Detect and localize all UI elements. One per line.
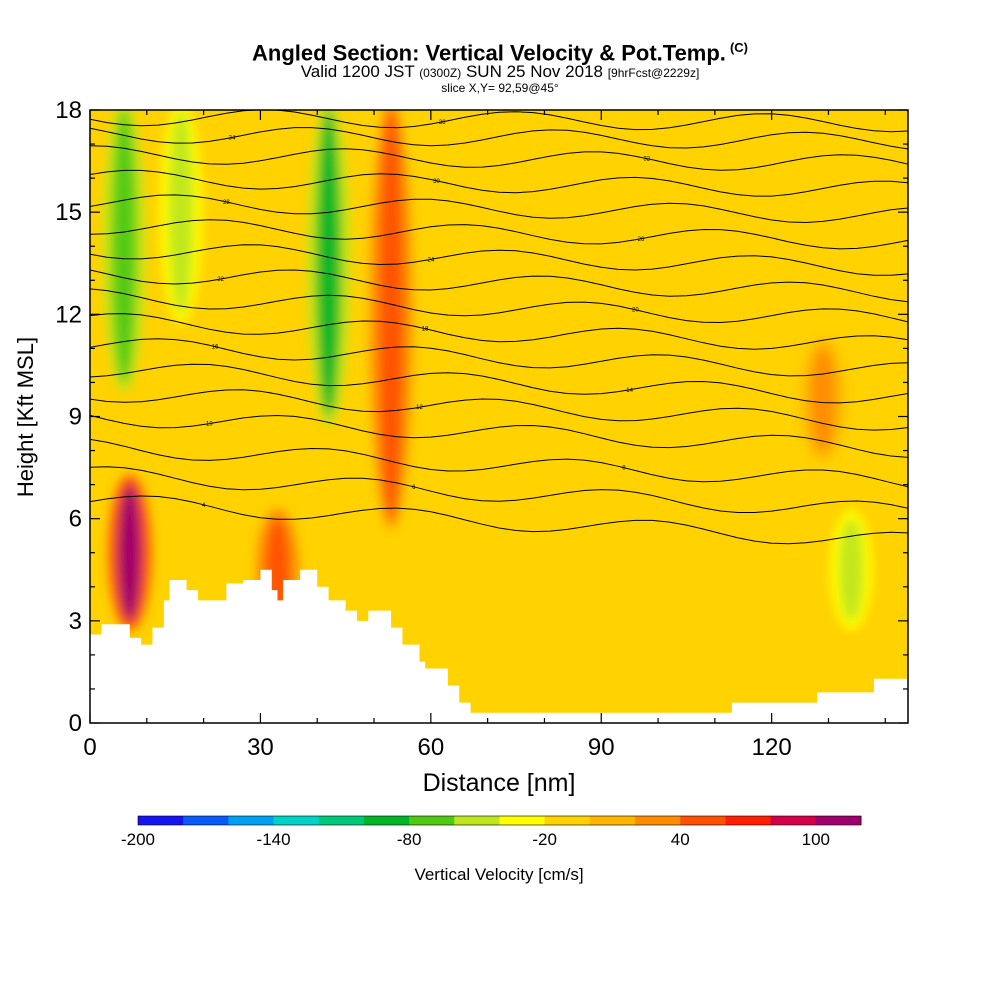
velocity-features xyxy=(102,110,873,631)
isentrope-label-8: 8 xyxy=(622,466,626,472)
isentrope-label-36: 36 xyxy=(439,120,446,126)
isentrope-label-6: 6 xyxy=(412,485,416,491)
y-axis-label: Height [Kft MSL] xyxy=(13,337,38,497)
isentrope-label-30: 30 xyxy=(433,179,440,185)
isentrope-8 xyxy=(90,438,908,488)
isentrope-label-4: 4 xyxy=(202,503,206,509)
isentrope-label-24: 24 xyxy=(427,257,434,263)
colorbar-bin-11 xyxy=(635,816,681,825)
plot-area: 4 6 8 10 12 14 16 18 20 22 24 26 28 30 32 34 36 xyxy=(90,110,908,723)
isentrope-30 xyxy=(90,169,908,197)
colorbar-bin-9 xyxy=(544,816,591,825)
x-axis: 0 30 60 90 120 xyxy=(83,110,886,761)
valid-utc: (0300Z) xyxy=(419,66,462,81)
velocity-feature-downdraft-6 xyxy=(839,518,864,621)
valid-prefix: Valid 1200 JST xyxy=(300,62,415,82)
valid-date: SUN 25 Nov 2018 xyxy=(465,62,603,82)
y-tick-label-9: 9 xyxy=(69,404,82,431)
chart-valid-time: Valid 1200 JST (0300Z) SUN 25 Nov 2018 [… xyxy=(0,63,1000,82)
isentrope-22 xyxy=(90,269,908,303)
isentrope-label-16: 16 xyxy=(212,345,219,351)
isentrope-6 xyxy=(90,466,908,513)
isentrope-26 xyxy=(90,219,908,250)
colorbar-tick-label--200: -200 xyxy=(121,830,155,849)
colorbar-bin-12 xyxy=(680,816,726,825)
isentrope-label-14: 14 xyxy=(626,388,633,394)
colorbar-bin-13 xyxy=(725,816,772,825)
slice-info: slice X,Y= 92,59@45° xyxy=(441,81,559,96)
colorbar-label: Vertical Velocity [cm/s] xyxy=(414,865,583,884)
colorbar-bin-4 xyxy=(318,816,365,825)
y-tick-label-3: 3 xyxy=(69,608,82,635)
isentrope-24 xyxy=(90,244,908,276)
terrain xyxy=(90,569,908,723)
colorbar-bin-7 xyxy=(454,816,500,825)
colorbar-bin-10 xyxy=(589,816,636,825)
colorbar-bin-15 xyxy=(815,816,862,825)
isentrope-28 xyxy=(90,194,908,224)
x-tick-label-0: 0 xyxy=(83,734,96,761)
colorbar-tick-label--80: -80 xyxy=(397,830,422,849)
colorbar-tick-label--140: -140 xyxy=(257,830,291,849)
chart-title: Angled Section: Vertical Velocity & Pot.… xyxy=(0,36,1000,65)
forecast-note: [9hrFcst@2229z] xyxy=(607,66,700,81)
colorbar-tick-label--20: -20 xyxy=(532,830,557,849)
colorbar-bin-0 xyxy=(138,816,184,825)
title-block: Angled Section: Vertical Velocity & Pot.… xyxy=(0,36,1000,94)
colorbar-bin-5 xyxy=(363,816,410,825)
isentrope-label-28: 28 xyxy=(223,200,230,206)
colorbar: -200 -140 -80 -20 40 100 xyxy=(121,815,862,849)
colorbar-bin-3 xyxy=(273,816,320,825)
colorbar-frame xyxy=(137,815,862,826)
colorbar-bin-2 xyxy=(228,816,275,825)
y-tick-label-6: 6 xyxy=(69,506,82,533)
isentrope-14 xyxy=(90,363,908,404)
colorbar-bin-6 xyxy=(409,816,455,825)
isentrope-34 xyxy=(90,127,908,150)
y-tick-label-0: 0 xyxy=(69,710,82,737)
x-tick-label-120: 120 xyxy=(752,734,792,761)
isentrope-label-34: 34 xyxy=(229,136,236,142)
colorbar-bin-1 xyxy=(183,816,229,825)
x-tick-label-60: 60 xyxy=(417,734,444,761)
x-axis-label: Distance [nm] xyxy=(423,769,576,797)
y-tick-label-15: 15 xyxy=(55,199,82,226)
isentrope-12 xyxy=(90,389,908,431)
isentrope-label-12: 12 xyxy=(416,405,423,411)
isentrope-label-20: 20 xyxy=(632,308,639,314)
isentrope-32 xyxy=(90,145,908,171)
isentrope-label-10: 10 xyxy=(206,422,213,428)
isentrope-18 xyxy=(90,313,908,350)
isentrope-label-18: 18 xyxy=(422,327,429,333)
isentrope-10 xyxy=(90,414,908,458)
colorbar-tick-label-100: 100 xyxy=(802,830,830,849)
isentrope-16 xyxy=(90,338,908,377)
isentrope-label-32: 32 xyxy=(643,157,650,163)
x-tick-label-90: 90 xyxy=(588,734,615,761)
x-tick-label-30: 30 xyxy=(247,734,274,761)
velocity-feature-downdraft-2 xyxy=(316,110,341,417)
isentrope-label-26: 26 xyxy=(638,237,645,243)
isentrope-20 xyxy=(90,288,908,324)
chart-title-units: (C) xyxy=(729,40,748,55)
y-tick-label-18: 18 xyxy=(55,97,82,124)
velocity-feature-updraft-7 xyxy=(810,348,835,451)
colorbar-bin-8 xyxy=(499,816,546,825)
colorbar-bin-14 xyxy=(770,816,817,825)
y-tick-label-12: 12 xyxy=(55,301,82,328)
velocity-feature-updraft-4 xyxy=(117,484,142,621)
isentrope-label-22: 22 xyxy=(217,277,224,283)
velocity-feature-updraft-3 xyxy=(379,110,404,519)
isentrope-4 xyxy=(90,495,908,545)
chart-title-text: Angled Section: Vertical Velocity & Pot.… xyxy=(252,40,726,66)
colorbar-tick-label-40: 40 xyxy=(671,830,690,849)
